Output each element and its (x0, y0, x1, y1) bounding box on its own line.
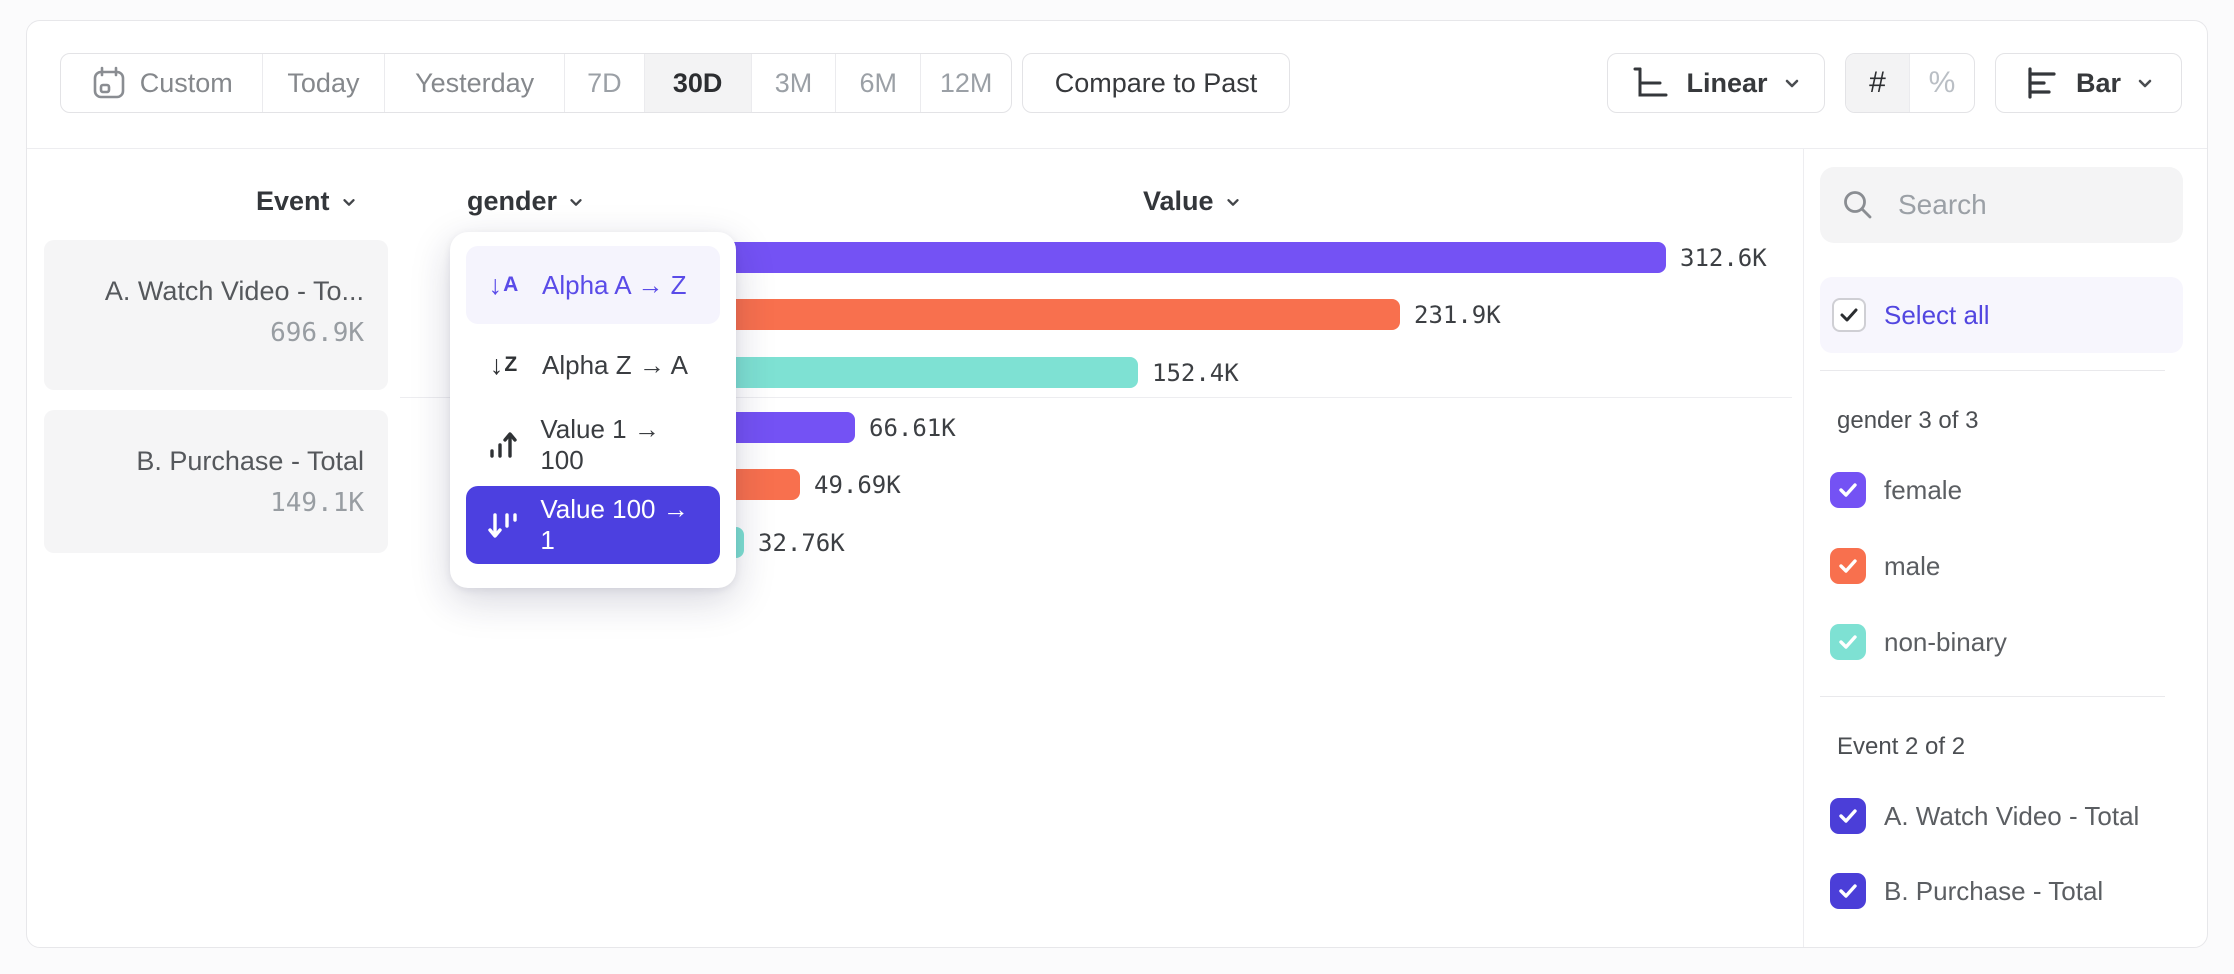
event-name: A. Watch Video - To... (104, 276, 364, 306)
scale-selector-button[interactable]: Linear (1607, 53, 1825, 113)
date-range-7d[interactable]: 7D (565, 54, 645, 112)
female-checkbox[interactable] (1830, 472, 1866, 508)
search-box[interactable] (1820, 167, 2183, 243)
watch-video-checkbox[interactable] (1830, 798, 1866, 834)
event-column-header[interactable]: Event (256, 186, 358, 217)
legend-label: male (1884, 550, 1941, 581)
male-checkbox[interactable] (1830, 548, 1866, 584)
date-range-label: Custom (139, 67, 233, 98)
toolbar-divider (27, 148, 2207, 149)
checkmark-icon (1839, 635, 1857, 649)
chevron-down-icon (1224, 193, 1242, 211)
event-total: 696.9K (270, 318, 364, 348)
legend-label: A. Watch Video - Total (1884, 800, 2140, 831)
legend-label: non-binary (1884, 626, 2007, 657)
chevron-down-icon (567, 193, 585, 211)
linear-axis-icon (1630, 62, 1672, 104)
bar-row: 312.6K (636, 242, 1767, 273)
number-format-toggle: # % (1845, 53, 1975, 113)
search-input[interactable] (1898, 189, 2148, 221)
bar-watch-video-female[interactable] (636, 242, 1666, 273)
event-name: B. Purchase - Total (136, 446, 364, 476)
sort-option-alpha-asc[interactable]: ↓ A Alpha A → Z (466, 246, 720, 324)
nonbinary-checkbox[interactable] (1830, 624, 1866, 660)
value-column-header[interactable]: Value (1143, 186, 1242, 217)
event-total: 149.1K (270, 488, 364, 518)
sidebar-section-divider (1820, 370, 2165, 371)
select-all-label: Select all (1884, 299, 1990, 330)
scale-label: Linear (1686, 67, 1768, 98)
date-range-today[interactable]: Today (263, 54, 386, 112)
bar-value-label: 66.61K (869, 413, 956, 442)
checkmark-icon (1839, 809, 1857, 823)
bar-chart-icon (2022, 63, 2062, 103)
sort-alpha-asc-icon: ↓ A (488, 269, 520, 300)
legend-item-purchase[interactable]: B. Purchase - Total (1830, 873, 2103, 909)
date-range-yesterday[interactable]: Yesterday (385, 54, 565, 112)
sort-dropdown-menu: ↓ A Alpha A → Z ↓ Z Alpha Z → A Value 1 → … (450, 232, 736, 588)
legend-item-watch-video[interactable]: A. Watch Video - Total (1830, 798, 2139, 834)
date-range-6m[interactable]: 6M (836, 54, 922, 112)
checkmark-icon (1840, 308, 1858, 322)
sidebar-section-divider (1820, 696, 2165, 697)
legend-item-nonbinary[interactable]: non-binary (1830, 624, 2007, 660)
sort-alpha-desc-icon: ↓ Z (489, 349, 519, 380)
calendar-icon (90, 64, 128, 102)
bar-value-label: 49.69K (814, 470, 901, 499)
select-all-checkbox[interactable] (1832, 298, 1866, 332)
bar-value-label: 231.9K (1414, 300, 1501, 329)
date-range-30d[interactable]: 30D (644, 54, 752, 112)
chart-type-label: Bar (2075, 67, 2122, 98)
legend-label: female (1884, 474, 1963, 505)
date-range-12m[interactable]: 12M (939, 67, 993, 98)
search-icon (1840, 187, 1876, 223)
date-range-custom[interactable]: Custom (61, 54, 263, 112)
format-count-toggle[interactable]: # (1846, 54, 1910, 112)
sort-value-asc-icon (482, 427, 524, 463)
bar-value-label: 312.6K (1680, 243, 1767, 272)
gender-group-title: gender 3 of 3 (1837, 407, 1979, 434)
event-row-watch-video[interactable]: A. Watch Video - To... 696.9K (44, 240, 388, 390)
breakdown-column-header[interactable]: gender (467, 186, 585, 217)
chevron-down-icon (2135, 73, 2155, 93)
purchase-checkbox[interactable] (1830, 873, 1866, 909)
legend-label: B. Purchase - Total (1884, 875, 2104, 906)
bar-value-label: 32.76K (758, 528, 845, 557)
group-divider (400, 397, 1792, 398)
format-percent-toggle[interactable]: % (1928, 66, 1956, 99)
event-group-title: Event 2 of 2 (1837, 733, 1966, 760)
select-all-row[interactable]: Select all (1820, 277, 2183, 353)
sort-option-value-asc[interactable]: Value 1 → 100 (466, 406, 720, 484)
bar-watch-video-male[interactable] (636, 299, 1400, 330)
event-row-purchase[interactable]: B. Purchase - Total 149.1K (44, 410, 388, 553)
bar-row: 231.9K (636, 299, 1501, 330)
sort-value-desc-icon (482, 507, 524, 543)
checkmark-icon (1839, 559, 1857, 573)
chart-type-button[interactable]: Bar (1995, 53, 2182, 113)
chevron-down-icon (340, 193, 358, 211)
date-range-3m[interactable]: 3M (752, 54, 837, 112)
date-range-control: Custom Today Yesterday 7D 30D 3M 6M 12M (60, 53, 1012, 113)
chevron-down-icon (1782, 73, 1802, 93)
sort-option-value-desc[interactable]: Value 100 → 1 (466, 486, 720, 564)
bar-value-label: 152.4K (1152, 358, 1239, 387)
sort-option-alpha-desc[interactable]: ↓ Z Alpha Z → A (466, 326, 720, 404)
legend-item-female[interactable]: female (1830, 472, 1962, 508)
legend-item-male[interactable]: male (1830, 548, 1940, 584)
sidebar-divider (1803, 149, 1804, 947)
compare-to-past-button[interactable]: Compare to Past (1022, 53, 1290, 113)
checkmark-icon (1839, 483, 1857, 497)
checkmark-icon (1839, 884, 1857, 898)
